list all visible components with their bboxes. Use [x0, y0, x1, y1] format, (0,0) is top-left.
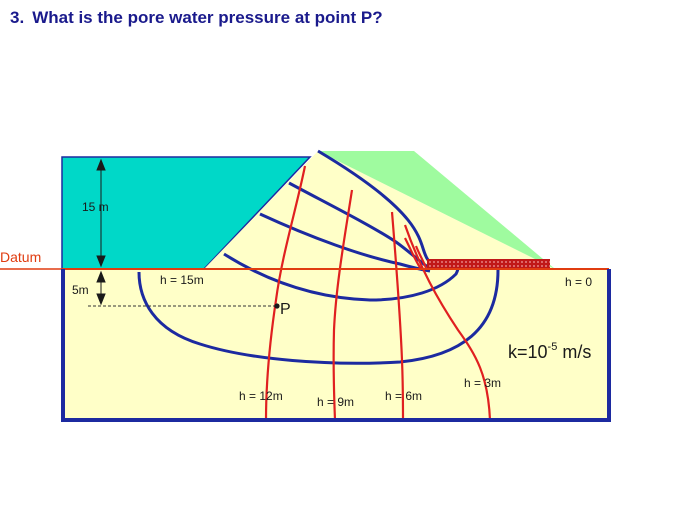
- question-text: What is the pore water pressure at point…: [32, 8, 383, 27]
- equipotential-h12: [264, 165, 307, 421]
- question-number: 3.: [10, 8, 25, 27]
- head-label-h3: h = 3m: [464, 376, 501, 390]
- reservoir-height-label: 15 m: [82, 200, 109, 214]
- head-label-h6: h = 6m: [385, 389, 422, 403]
- equipotential-h9: [332, 189, 354, 421]
- dam-body: [204, 151, 555, 269]
- flow-line-4: [137, 269, 500, 365]
- datum-label: Datum: [0, 249, 41, 265]
- equipotential-lines: [264, 165, 492, 421]
- dimension-5m: [96, 270, 106, 306]
- permeability-exponent: -5: [548, 341, 558, 353]
- point-p-label: P: [280, 301, 291, 318]
- impervious-boundary: [61, 269, 611, 422]
- permeability-label: k=10-5 m/s: [508, 341, 591, 362]
- equipotential-near-drain-2: [414, 245, 428, 269]
- head-label-h12: h = 12m: [239, 389, 283, 403]
- toe-drain: [427, 259, 550, 268]
- question-title: 3. What is the pore water pressure at poi…: [10, 8, 383, 28]
- head-label-h15: h = 15m: [160, 273, 204, 287]
- dimension-15m: [96, 158, 106, 268]
- equipotential-h6: [390, 211, 405, 421]
- head-label-h9: h = 9m: [317, 395, 354, 409]
- point-p-marker: [274, 303, 280, 309]
- depth-label: 5m: [72, 283, 89, 297]
- equipotential-near-drain-1: [404, 237, 422, 270]
- permeability-base: k=10: [508, 342, 548, 362]
- dam-shell: [318, 151, 555, 269]
- phreatic-line: [317, 149, 430, 261]
- head-label-h0: h = 0: [565, 275, 592, 289]
- equipotential-h3: [403, 224, 492, 421]
- permeability-unit: m/s: [557, 342, 591, 362]
